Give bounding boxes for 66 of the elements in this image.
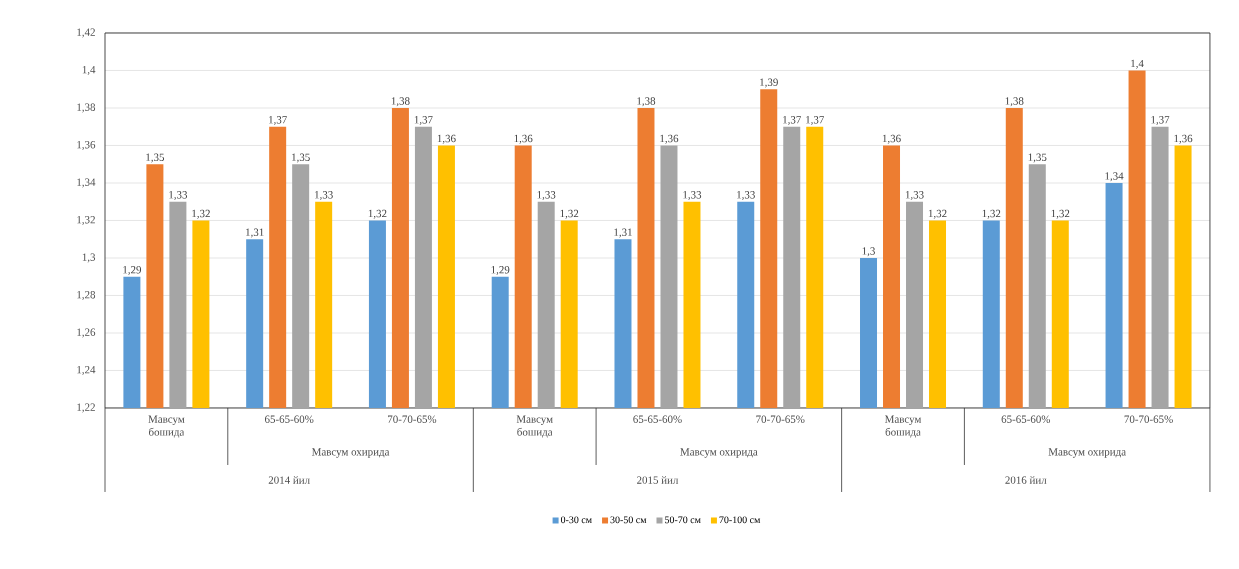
text: Мавсум охирида [680, 448, 758, 458]
legend-label: 0-30 см [560, 516, 592, 524]
data-label: 1,32 [982, 209, 1001, 219]
y-tick-label: 1,26 [77, 328, 96, 338]
data-label: 1,37 [1151, 116, 1170, 126]
data-label: 1,31 [246, 228, 264, 238]
data-label: 1,29 [491, 266, 510, 276]
y-tick-label: 1,42 [77, 28, 95, 38]
data-label: 1,32 [192, 209, 210, 219]
legend-label: 50-70 см [665, 516, 701, 524]
data-label: 1,33 [169, 191, 188, 201]
y-tick-label: 1,24 [77, 366, 96, 375]
text: Мавсум охирида [311, 448, 390, 458]
data-label: 1,35 [146, 153, 165, 163]
data-label: 1,32 [928, 209, 947, 219]
data-label: 1,33 [737, 191, 755, 201]
data-label: 1,37 [414, 116, 433, 126]
data-label: 1,36 [882, 134, 901, 144]
data-label: 1,36 [437, 134, 456, 144]
data-label: 1,29 [123, 266, 142, 276]
text: Мавсум охирида [1048, 448, 1126, 458]
legend-label: 70-100 см [719, 516, 761, 524]
data-label: 1,36 [514, 134, 533, 144]
legend-label: 30-50 см [610, 516, 647, 524]
y-tick-label: 1,34 [77, 178, 96, 188]
y-tick-label: 1,4 [82, 66, 96, 75]
x-tick-label: 65-65-60% [1001, 415, 1051, 423]
x-tick-label: 70-70-65% [756, 415, 805, 423]
data-label: 1,32 [560, 209, 579, 219]
data-label: 1,38 [391, 97, 410, 107]
x-tick-label: Мавсум бошида [884, 415, 922, 438]
data-label: 1,33 [905, 191, 924, 201]
y-tick-label: 1,32 [77, 216, 95, 225]
x-tick-label: 70-70-65% [1124, 415, 1173, 423]
data-label: 1,39 [760, 78, 778, 88]
x-tick-label: Мавсум бошида [516, 415, 553, 438]
data-label: 1,31 [614, 228, 632, 238]
x-tick-label: Мавсум бошида [148, 415, 185, 438]
y-tick-label: 1,3 [82, 253, 96, 263]
x-tick-label: 65-65-60% [633, 415, 682, 423]
data-label: 1,37 [806, 116, 825, 126]
y-tick-label: 1,38 [77, 103, 96, 113]
data-label: 1,33 [315, 191, 333, 201]
data-label: 1,3 [862, 247, 875, 257]
data-label: 1,37 [269, 116, 287, 126]
data-label: 1,32 [1051, 209, 1070, 219]
data-label: 1,36 [660, 134, 679, 144]
y-tick-label: 1,22 [77, 403, 95, 413]
data-label: 1,33 [537, 191, 556, 201]
data-label: 1,37 [783, 116, 802, 126]
data-label: 1,35 [1028, 153, 1047, 163]
y-tick-label: 1,36 [77, 141, 96, 150]
x-tick-label: 65-65-60% [264, 415, 314, 423]
data-label: 1,32 [368, 209, 387, 219]
text: 2015 йил [637, 476, 679, 484]
data-label: 1,38 [637, 97, 656, 107]
text: 2016 йил [1005, 476, 1047, 484]
data-label: 1,34 [1105, 172, 1124, 182]
y-tick-label: 1,28 [77, 291, 96, 300]
data-label: 1,35 [292, 153, 310, 163]
data-label: 1,33 [683, 191, 702, 201]
data-label: 1,38 [1005, 97, 1024, 107]
x-tick-label: 70-70-65% [388, 415, 437, 423]
data-label: 1,4 [1131, 59, 1144, 69]
data-label: 1,36 [1174, 134, 1193, 144]
text: 2014 йил [268, 476, 310, 484]
